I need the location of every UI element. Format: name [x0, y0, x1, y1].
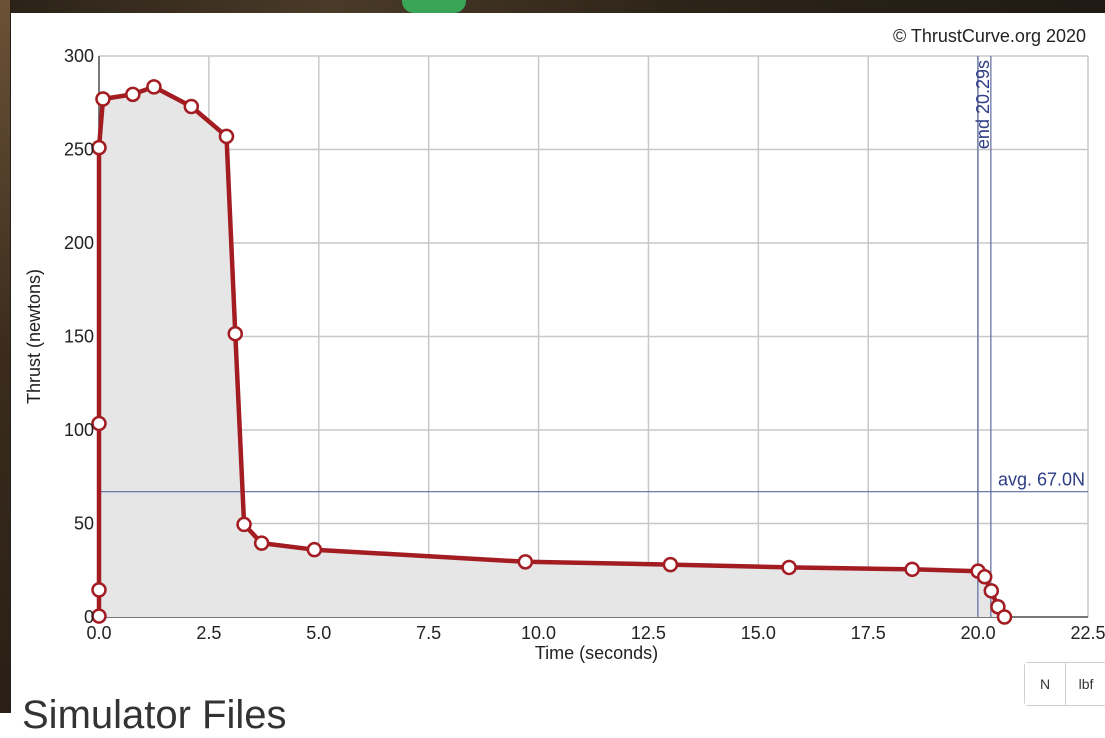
newtons-button[interactable]: N	[1025, 663, 1065, 705]
y-tick-label: 150	[64, 327, 94, 347]
x-tick-label: 17.5	[851, 623, 886, 643]
lbf-button[interactable]: lbf	[1065, 663, 1105, 705]
window-left-border	[10, 13, 11, 713]
data-point	[91, 139, 107, 156]
green-tab-indicator	[402, 0, 466, 13]
y-tick-label: 200	[64, 233, 94, 253]
data-point	[236, 516, 252, 533]
data-point	[227, 325, 244, 342]
data-point	[662, 556, 679, 573]
x-tick-label: 12.5	[631, 623, 666, 643]
data-point	[91, 608, 107, 624]
y-tick-label: 300	[64, 46, 94, 66]
x-tick-label: 7.5	[416, 623, 441, 643]
data-point	[253, 535, 270, 551]
data-point	[183, 98, 200, 115]
thrust-curve-chart: avg. 67.0N end 20.29s 0.0 2.5 5.0 7.5 10.0 12.…	[24, 26, 1105, 663]
x-tick-label: 0.0	[86, 623, 111, 643]
x-tick-label: 22.5	[1070, 623, 1105, 643]
data-point	[976, 569, 993, 585]
x-tick-label: 10.0	[521, 623, 556, 643]
data-point	[146, 79, 162, 95]
thrust-area-fill	[99, 86, 1005, 617]
average-thrust-label: avg. 67.0N	[998, 470, 1085, 490]
data-points	[91, 79, 1013, 625]
x-tick-label: 20.0	[961, 623, 996, 643]
y-tick-label: 50	[74, 514, 94, 534]
y-tick-label: 250	[64, 140, 94, 160]
unit-toggle-group: N lbf	[1024, 662, 1105, 706]
data-point	[781, 559, 797, 576]
x-tick-label: 15.0	[741, 623, 776, 643]
y-axis-title: Thrust (newtons)	[24, 269, 44, 404]
data-point	[517, 554, 534, 570]
y-tick-label: 0	[84, 607, 94, 627]
x-axis-title: Time (seconds)	[535, 643, 658, 663]
data-point	[306, 541, 323, 558]
data-point	[95, 91, 111, 107]
data-point	[996, 609, 1013, 625]
burn-end-label: end 20.29s	[973, 60, 993, 149]
data-point	[218, 128, 235, 145]
data-point	[983, 583, 1000, 599]
data-point	[91, 582, 107, 598]
data-point	[904, 561, 920, 578]
x-tick-label: 5.0	[306, 623, 331, 643]
data-point	[91, 415, 107, 432]
axis-labels: 0.0 2.5 5.0 7.5 10.0 12.5 15.0 17.5 20.0 22.5 0 50 1…	[24, 26, 1105, 663]
data-point	[125, 86, 141, 103]
reference-lines: avg. 67.0N end 20.29s	[99, 56, 1088, 617]
window-left-edge	[0, 0, 10, 713]
copyright-label: © ThrustCurve.org 2020	[893, 26, 1086, 46]
x-tick-label: 2.5	[196, 623, 221, 643]
browser-top-strip	[0, 0, 1105, 13]
simulator-files-heading: Simulator Files	[22, 693, 287, 737]
y-tick-label: 100	[64, 420, 94, 440]
